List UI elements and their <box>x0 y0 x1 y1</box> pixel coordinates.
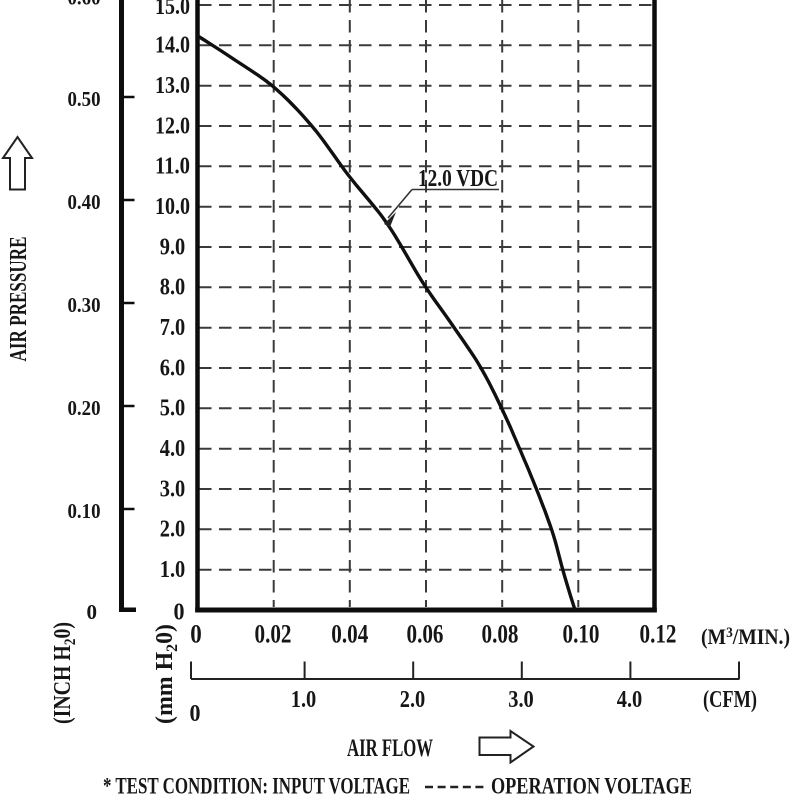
svg-text:4.0: 4.0 <box>617 687 643 713</box>
svg-text:12.0: 12.0 <box>155 113 190 139</box>
svg-text:0.50: 0.50 <box>68 87 101 111</box>
svg-text:5.0: 5.0 <box>160 396 186 422</box>
svg-text:0.08: 0.08 <box>482 620 519 649</box>
svg-text:* TEST CONDITION: INPUT VOLTAG: * TEST CONDITION: INPUT VOLTAGE <box>103 774 410 799</box>
svg-text:0.10: 0.10 <box>68 499 101 523</box>
svg-text:3.0: 3.0 <box>160 476 186 502</box>
svg-text:1.0: 1.0 <box>160 557 186 583</box>
svg-text:AIR FLOW: AIR FLOW <box>347 735 433 762</box>
svg-text:0.20: 0.20 <box>68 396 101 420</box>
svg-text:(CFM): (CFM) <box>703 687 757 713</box>
svg-text:0.30: 0.30 <box>68 293 101 317</box>
svg-text:12.0 VDC: 12.0 VDC <box>418 166 498 192</box>
svg-text:9.0: 9.0 <box>160 234 186 260</box>
svg-text:(mm H20): (mm H20) <box>152 624 181 724</box>
svg-text:8.0: 8.0 <box>160 275 186 301</box>
svg-text:(M3/MIN.): (M3/MIN.) <box>701 624 790 649</box>
svg-text:AIR PRESSURE: AIR PRESSURE <box>6 237 32 362</box>
svg-text:15.0: 15.0 <box>155 0 190 20</box>
svg-text:0: 0 <box>87 600 98 624</box>
svg-text:14.0: 14.0 <box>155 33 190 59</box>
svg-text:0.40: 0.40 <box>68 190 101 214</box>
svg-text:6.0: 6.0 <box>160 355 186 381</box>
svg-text:1.0: 1.0 <box>291 687 317 713</box>
svg-text:0.04: 0.04 <box>331 620 368 649</box>
svg-text:11.0: 11.0 <box>155 154 190 180</box>
svg-text:2.0: 2.0 <box>160 517 186 543</box>
svg-text:0.06: 0.06 <box>407 620 444 649</box>
svg-text:2.0: 2.0 <box>400 687 426 713</box>
svg-text:10.0: 10.0 <box>155 194 190 220</box>
svg-text:4.0: 4.0 <box>160 436 186 462</box>
svg-text:13.0: 13.0 <box>155 73 190 99</box>
svg-text:3.0: 3.0 <box>508 687 534 713</box>
svg-text:0.60: 0.60 <box>68 0 101 10</box>
svg-text:0: 0 <box>174 599 185 625</box>
svg-text:(INCH H20): (INCH H20) <box>50 622 79 724</box>
svg-text:OPERATION VOLTAGE: OPERATION VOLTAGE <box>491 774 692 799</box>
svg-text:0.12: 0.12 <box>640 620 677 649</box>
svg-text:0.10: 0.10 <box>563 620 600 649</box>
svg-text:0.02: 0.02 <box>255 620 292 649</box>
svg-text:7.0: 7.0 <box>160 315 186 341</box>
svg-text:0: 0 <box>190 620 202 649</box>
svg-text:0: 0 <box>190 701 201 727</box>
